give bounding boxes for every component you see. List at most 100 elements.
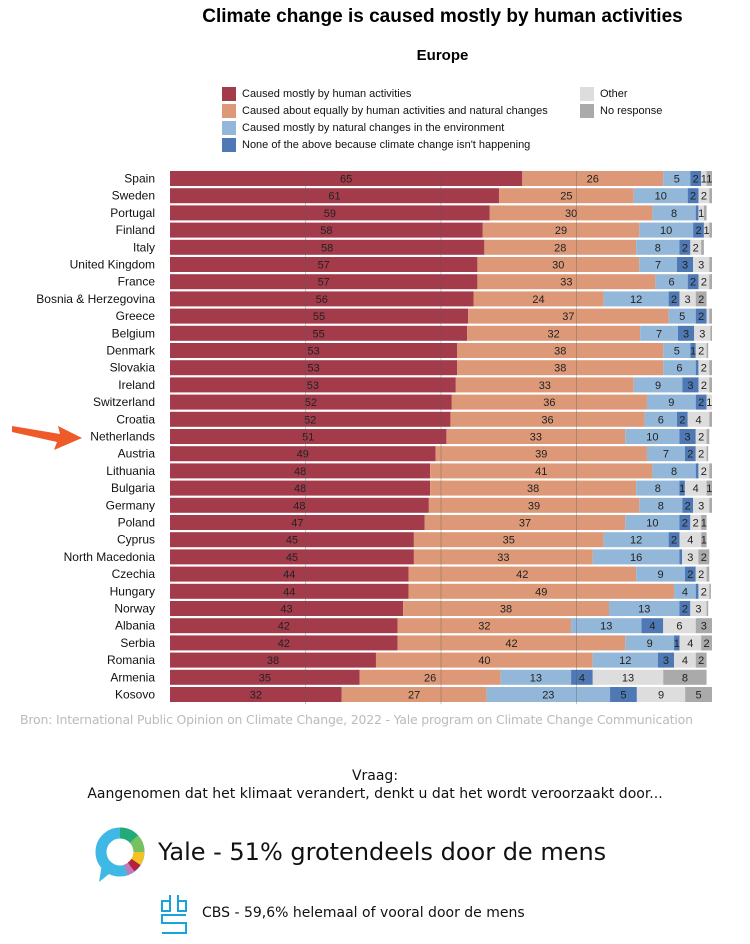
- bar-segment: [706, 394, 712, 410]
- category-label: North Macedonia: [64, 550, 156, 564]
- bar-segment: [709, 308, 712, 324]
- bar-segment: [695, 360, 699, 376]
- category-label: Romania: [107, 653, 155, 667]
- legend-swatch: [222, 104, 236, 118]
- bar-segment: [709, 188, 712, 204]
- data-label: 32: [250, 690, 262, 702]
- data-label: 38: [554, 346, 566, 358]
- bar-segment: [701, 532, 707, 548]
- bar-segment: [706, 601, 709, 616]
- bar-segment: [690, 515, 702, 530]
- legend-label: Caused mostly by human activities: [242, 88, 412, 100]
- bar-segment: [695, 583, 699, 599]
- data-label: 59: [324, 208, 336, 220]
- bar-segment: [639, 497, 683, 513]
- bar-segment: [341, 687, 487, 702]
- bar-segment: [703, 205, 707, 221]
- bar-segment: [679, 239, 691, 255]
- data-label: 33: [560, 277, 572, 289]
- legend-label: Caused about equally by human activities…: [242, 105, 548, 117]
- bar-segment: [695, 446, 707, 462]
- data-label: 10: [646, 432, 658, 444]
- bar-segment: [709, 583, 711, 599]
- data-label: 52: [305, 397, 317, 409]
- bar-segment: [679, 429, 696, 444]
- data-label: 35: [503, 535, 515, 547]
- bar-segment: [687, 274, 699, 290]
- bar-segment: [498, 188, 634, 204]
- bar-segment: [641, 618, 664, 634]
- legend-item: No response: [580, 104, 662, 118]
- chart-title: Climate change is caused mostly by human…: [202, 6, 683, 27]
- data-label: 2: [685, 500, 691, 512]
- data-label: 6: [676, 363, 682, 375]
- data-label: 38: [554, 363, 566, 375]
- bar-segment: [706, 343, 709, 358]
- bar-segment: [709, 257, 712, 272]
- legend-item: Caused mostly by human activities: [222, 87, 411, 101]
- category-label: Ireland: [118, 378, 155, 392]
- bar-segment: [690, 239, 702, 255]
- data-label: 2: [701, 380, 707, 392]
- category-label: Poland: [118, 516, 155, 530]
- bar-segment: [170, 257, 478, 272]
- bar-segment: [633, 377, 683, 393]
- bar-segment: [639, 257, 677, 272]
- bar-segment: [522, 171, 664, 186]
- data-label: 58: [321, 242, 333, 254]
- bar-segment: [170, 480, 431, 496]
- legend-label: Other: [600, 88, 628, 100]
- bar-segment: [709, 222, 712, 238]
- data-label: 13: [622, 672, 634, 684]
- bar-segment: [668, 532, 680, 548]
- bar-segment: [709, 463, 712, 479]
- data-label: 1: [698, 208, 704, 220]
- bar-segment: [170, 601, 404, 616]
- bar-segment: [706, 171, 712, 186]
- bar-segment: [677, 325, 695, 341]
- category-label: Germany: [106, 498, 155, 512]
- bar-segment: [571, 618, 642, 634]
- data-label: 1: [701, 535, 707, 547]
- legend-item: Other: [580, 87, 628, 101]
- bar-segment: [693, 497, 710, 513]
- data-label: 4: [682, 655, 688, 667]
- legend-label: Caused mostly by natural changes in the …: [242, 122, 505, 134]
- data-label: 39: [528, 500, 540, 512]
- data-label: 51: [302, 432, 314, 444]
- data-label: 1: [706, 174, 712, 186]
- data-label: 1: [679, 483, 685, 495]
- bar-segment: [477, 274, 656, 290]
- data-label: 41: [535, 466, 547, 478]
- bar-segment: [674, 652, 696, 668]
- category-label: United Kingdom: [70, 258, 155, 272]
- data-label: 3: [663, 655, 669, 667]
- data-label: 4: [579, 672, 585, 684]
- legend-swatch: [580, 87, 594, 101]
- data-label: 44: [283, 569, 295, 581]
- bar-segment: [690, 343, 696, 358]
- data-label: 56: [316, 294, 328, 306]
- data-label: 39: [535, 449, 547, 461]
- data-label: 2: [701, 277, 707, 289]
- data-label: 53: [308, 346, 320, 358]
- bar-segment: [625, 429, 680, 444]
- data-label: 3: [699, 328, 705, 340]
- data-label: 61: [328, 191, 340, 203]
- category-label: Bosnia & Herzegovina: [36, 292, 155, 306]
- data-label: 9: [658, 690, 664, 702]
- bar-segment: [424, 515, 626, 530]
- data-label: 26: [424, 672, 436, 684]
- category-label: Denmark: [106, 344, 156, 358]
- bar-segment: [698, 188, 710, 204]
- bar-segment: [693, 257, 710, 272]
- data-label: 8: [658, 500, 664, 512]
- category-label: Austria: [118, 447, 156, 461]
- bar-segment: [170, 566, 409, 582]
- bar-segment: [477, 257, 640, 272]
- data-label: 53: [307, 380, 319, 392]
- data-label: 29: [555, 225, 567, 237]
- bar-segment: [170, 618, 398, 634]
- bar-segment: [674, 635, 680, 651]
- bar-segment: [489, 205, 653, 221]
